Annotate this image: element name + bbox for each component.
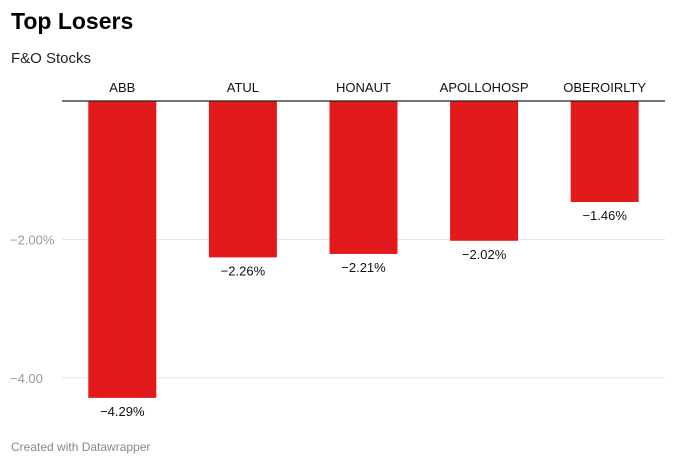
label-layer: −2.00% −4.00 ABB −4.29% ATUL −2.26% HONAUT −2.2… bbox=[10, 80, 665, 419]
value-label: −2.26% bbox=[221, 263, 266, 278]
category-label: ABB bbox=[109, 80, 135, 95]
chart-title: Top Losers bbox=[11, 8, 134, 34]
bar-layer bbox=[88, 101, 639, 398]
y-tick-label: −4.00 bbox=[10, 371, 43, 386]
bar bbox=[450, 101, 519, 241]
y-tick-label: −2.00% bbox=[10, 232, 55, 247]
chart-subtitle: F&O Stocks bbox=[11, 50, 92, 67]
value-label: −1.46% bbox=[582, 208, 627, 223]
value-label: −4.29% bbox=[100, 404, 145, 419]
value-label: −2.21% bbox=[341, 260, 386, 275]
category-label: ATUL bbox=[227, 80, 259, 95]
category-label: OBEROIRLTY bbox=[563, 80, 646, 95]
bar bbox=[88, 101, 157, 398]
value-label: −2.02% bbox=[462, 247, 507, 262]
credit-footer: Created with Datawrapper bbox=[11, 440, 151, 454]
bar bbox=[329, 101, 398, 254]
category-label: APOLLOHOSP bbox=[440, 80, 529, 95]
category-label: HONAUT bbox=[336, 80, 391, 95]
bar bbox=[570, 101, 639, 203]
bar bbox=[208, 101, 277, 258]
